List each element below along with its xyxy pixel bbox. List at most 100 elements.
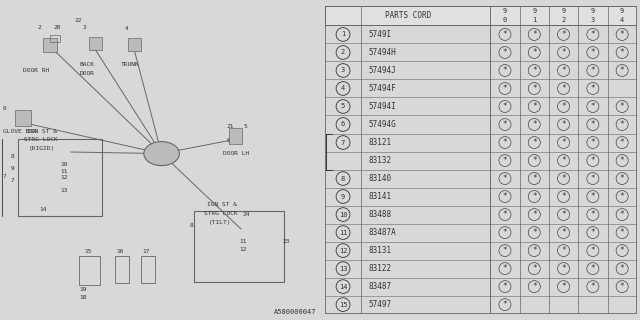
Text: 17: 17 (142, 249, 150, 254)
Text: *: * (561, 174, 566, 183)
Text: *: * (591, 102, 595, 111)
Text: *: * (561, 264, 566, 273)
Text: *: * (502, 138, 508, 147)
Text: *: * (620, 66, 625, 75)
Text: DOOR LH: DOOR LH (223, 151, 249, 156)
Text: 83488: 83488 (369, 210, 392, 219)
Text: 1: 1 (532, 17, 536, 23)
Text: 20: 20 (53, 25, 61, 30)
Text: 57497: 57497 (369, 300, 392, 309)
Text: *: * (561, 228, 566, 237)
Text: *: * (620, 264, 625, 273)
Bar (325, 6, 637, 26)
Text: *: * (532, 48, 536, 57)
Text: 9: 9 (620, 8, 624, 14)
Text: 13: 13 (339, 266, 348, 272)
Text: 5749I: 5749I (369, 30, 392, 39)
Text: *: * (502, 300, 508, 309)
Text: *: * (532, 84, 536, 93)
Text: *: * (502, 30, 508, 39)
Text: 0: 0 (503, 17, 507, 23)
Text: IGN ST &: IGN ST & (28, 129, 58, 134)
Text: 10: 10 (60, 163, 67, 167)
Text: 7: 7 (341, 140, 345, 146)
Text: *: * (502, 174, 508, 183)
Text: *: * (620, 228, 625, 237)
Text: *: * (620, 102, 625, 111)
Text: *: * (591, 228, 595, 237)
Bar (43, 37, 58, 52)
Text: 9: 9 (591, 8, 595, 14)
Text: *: * (532, 156, 536, 165)
Text: 11: 11 (239, 239, 246, 244)
Text: 57494J: 57494J (369, 66, 397, 75)
Text: 3: 3 (591, 17, 595, 23)
Text: *: * (502, 210, 508, 219)
Text: *: * (561, 138, 566, 147)
Text: 9: 9 (11, 166, 15, 171)
Text: 15: 15 (339, 301, 348, 308)
Text: 4: 4 (620, 17, 624, 23)
Text: *: * (502, 264, 508, 273)
Text: 9: 9 (532, 8, 536, 14)
Text: *: * (532, 30, 536, 39)
Text: *: * (561, 156, 566, 165)
Text: *: * (620, 138, 625, 147)
Text: 1: 1 (341, 31, 345, 37)
Text: 57494F: 57494F (369, 84, 397, 93)
Text: 8: 8 (11, 155, 15, 159)
Text: *: * (561, 30, 566, 39)
Text: A580000047: A580000047 (274, 309, 317, 315)
Text: *: * (532, 192, 536, 201)
Text: 57494G: 57494G (369, 120, 397, 129)
Text: 14: 14 (39, 207, 46, 212)
Text: (TILT): (TILT) (209, 220, 231, 225)
Text: 3: 3 (83, 25, 86, 30)
Text: *: * (591, 192, 595, 201)
Text: 4: 4 (341, 85, 345, 92)
Text: *: * (502, 84, 508, 93)
Text: *: * (561, 66, 566, 75)
Text: 57494I: 57494I (369, 102, 397, 111)
Text: *: * (502, 246, 508, 255)
Text: 7: 7 (3, 173, 6, 179)
Text: 83141: 83141 (369, 192, 392, 201)
Text: *: * (591, 48, 595, 57)
Text: *: * (532, 210, 536, 219)
Text: 2: 2 (37, 25, 41, 30)
Text: 15: 15 (84, 249, 92, 254)
Text: 22: 22 (74, 18, 82, 23)
Text: 11: 11 (339, 229, 348, 236)
Text: 23: 23 (283, 239, 291, 244)
Text: *: * (591, 120, 595, 129)
Text: 9: 9 (561, 8, 566, 14)
Text: *: * (561, 192, 566, 201)
Bar (89, 37, 102, 50)
Ellipse shape (144, 141, 179, 166)
Text: *: * (591, 30, 595, 39)
Text: 19: 19 (79, 287, 86, 292)
Text: *: * (620, 120, 625, 129)
Text: 5: 5 (341, 103, 345, 109)
Text: *: * (591, 210, 595, 219)
Text: *: * (502, 120, 508, 129)
Text: (RIGID): (RIGID) (29, 146, 55, 151)
Text: BACK: BACK (79, 61, 94, 67)
Text: *: * (620, 192, 625, 201)
Text: 83122: 83122 (369, 264, 392, 273)
Text: *: * (502, 102, 508, 111)
Text: 2: 2 (341, 50, 345, 55)
Text: *: * (620, 246, 625, 255)
Text: *: * (620, 30, 625, 39)
Text: 21: 21 (227, 124, 234, 129)
Text: *: * (532, 174, 536, 183)
Text: *: * (502, 48, 508, 57)
Text: *: * (532, 102, 536, 111)
Text: 83132: 83132 (369, 156, 392, 165)
Text: 2: 2 (561, 17, 566, 23)
Bar (194, 211, 284, 282)
Text: *: * (502, 282, 508, 291)
Bar (141, 256, 155, 283)
Text: *: * (502, 192, 508, 201)
Text: *: * (532, 66, 536, 75)
